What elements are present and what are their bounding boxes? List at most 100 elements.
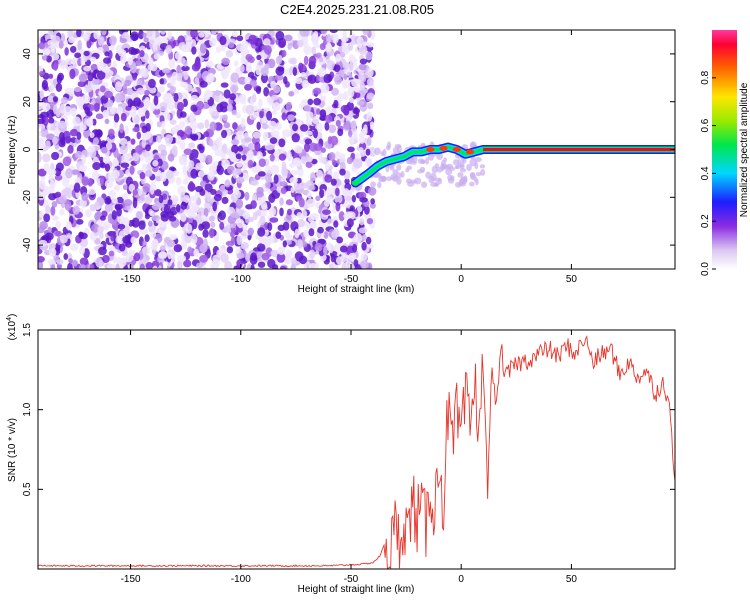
noise-blob [380, 150, 385, 157]
noise-blob [285, 199, 293, 206]
noise-blob [141, 138, 147, 148]
noise-blob [283, 34, 293, 42]
snr-xtick-label: -150 [121, 574, 141, 585]
noise-blob [353, 233, 363, 243]
noise-blob [101, 30, 107, 36]
noise-blob [198, 31, 205, 38]
noise-blob [269, 137, 278, 145]
noise-blob [66, 232, 72, 239]
noise-blob [286, 151, 292, 162]
noise-blob [369, 121, 375, 130]
noise-blob [327, 136, 333, 145]
noise-blob [108, 190, 117, 199]
noise-blob [219, 184, 227, 193]
noise-blob [199, 43, 207, 54]
noise-blob [117, 223, 126, 230]
noise-blob [362, 30, 370, 36]
noise-blob [436, 152, 443, 160]
noise-blob [127, 98, 133, 108]
noise-blob [370, 198, 376, 205]
noise-blob [75, 218, 84, 225]
colorbar-gradient [712, 30, 737, 269]
noise-blob [58, 195, 68, 204]
noise-blob [40, 111, 50, 118]
noise-blob [366, 92, 375, 100]
snr-panel: -150 -100 -50 0 50 0.5 1.0 1.5 Height of straig… [6, 314, 676, 595]
noise-blob [353, 158, 363, 169]
noise-blob [221, 57, 231, 66]
noise-blob [189, 115, 195, 124]
noise-blob [131, 217, 140, 228]
noise-blob [167, 31, 172, 40]
noise-blob [166, 239, 176, 248]
noise-blob [366, 111, 373, 122]
noise-blob [150, 102, 156, 112]
noise-blob [299, 30, 309, 37]
noise-blob [160, 214, 170, 222]
noise-blob [245, 66, 253, 73]
colorbar-tick-label: 0.4 [700, 166, 711, 180]
noise-blob [132, 152, 140, 162]
noise-blob [226, 246, 234, 254]
noise-blob [181, 65, 190, 72]
noise-blob [286, 208, 292, 216]
noise-blob [116, 196, 124, 204]
noise-blob [275, 30, 285, 41]
noise-blob [38, 103, 43, 110]
noise-blob [63, 253, 69, 260]
noise-blob [177, 254, 187, 262]
noise-blob [291, 256, 297, 267]
noise-blob [183, 148, 193, 156]
noise-blob [56, 258, 64, 265]
noise-blob [190, 30, 198, 39]
noise-blob [184, 83, 193, 92]
noise-blob [270, 130, 280, 138]
noise-blob [326, 60, 336, 70]
noise-blob [366, 218, 374, 225]
noise-blob [96, 129, 103, 139]
noise-blob [198, 170, 205, 178]
noise-blob [242, 211, 250, 220]
noise-blob [306, 192, 313, 199]
noise-blob [47, 95, 55, 103]
noise-blob [366, 78, 374, 87]
noise-blob [324, 161, 330, 172]
noise-blob [71, 169, 80, 175]
noise-blob [81, 176, 89, 187]
noise-blob [259, 215, 266, 226]
noise-blob [180, 239, 188, 250]
noise-blob [303, 229, 309, 238]
noise-blob [189, 153, 194, 161]
noise-blob [104, 203, 113, 213]
noise-blob [369, 202, 376, 209]
noise-blob [79, 257, 89, 266]
noise-blob [341, 39, 347, 49]
noise-blob [176, 72, 183, 82]
noise-blob [256, 243, 266, 252]
noise-blob [142, 32, 147, 38]
noise-blob [132, 189, 138, 196]
noise-blob [325, 33, 332, 44]
noise-blob [365, 236, 372, 245]
noise-blob [181, 44, 190, 53]
noise-blob [365, 148, 371, 156]
noise-blob [119, 144, 129, 155]
noise-blob [150, 63, 158, 72]
noise-blob [145, 261, 154, 269]
noise-blob [68, 258, 73, 264]
noise-blob [196, 216, 203, 224]
noise-blob [223, 89, 231, 99]
noise-blob [97, 225, 104, 234]
noise-blob [257, 227, 266, 237]
noise-blob [274, 74, 284, 81]
noise-blob [235, 198, 244, 209]
noise-blob [162, 93, 169, 104]
noise-blob [42, 116, 49, 126]
noise-blob [199, 243, 208, 253]
noise-blob [346, 157, 353, 165]
noise-blob [459, 164, 465, 170]
noise-blob [141, 125, 148, 134]
noise-blob [199, 188, 206, 196]
noise-blob [331, 87, 340, 96]
noise-blob [236, 35, 244, 42]
